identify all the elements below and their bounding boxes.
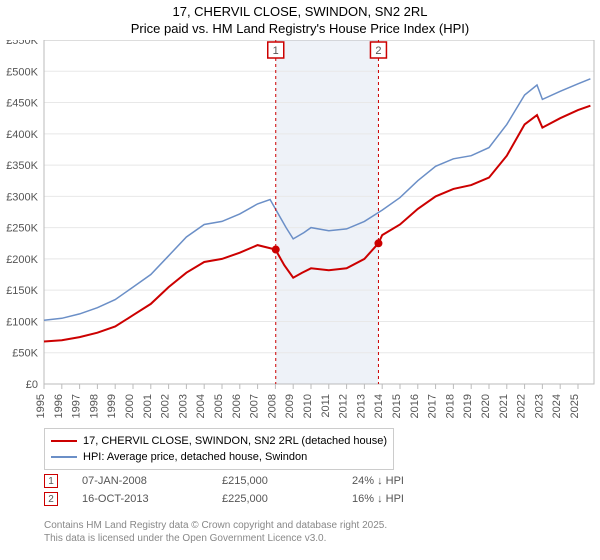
y-tick-label: £350K [6, 160, 38, 172]
attribution: Contains HM Land Registry data © Crown c… [44, 520, 387, 545]
chart-svg: £0 £50K £100K £150K £200K £250K £300K £350K £400… [0, 40, 600, 428]
shaded-band [276, 40, 379, 384]
sales-table: 1 07-JAN-2008£215,00024% ↓ HPI 2 16-OCT-201… [44, 472, 472, 508]
x-tick-label: 2001 [142, 394, 154, 418]
y-tick-label: £300K [6, 191, 38, 203]
x-tick-label: 2013 [355, 394, 367, 418]
x-tick-label: 2008 [266, 394, 278, 418]
sales-row-marker: 1 [44, 474, 58, 488]
x-tick-label: 2003 [177, 394, 189, 418]
x-tick-label: 2022 [516, 394, 528, 418]
legend: 17, CHERVIL CLOSE, SWINDON, SN2 2RL (det… [44, 428, 394, 470]
y-tick-label: £450K [6, 97, 38, 109]
x-tick-label: 2005 [213, 394, 225, 418]
x-tick-label: 2021 [498, 394, 510, 418]
x-tick-label: 2020 [480, 394, 492, 418]
x-tick-label: 2023 [533, 394, 545, 418]
chart-title-line1: 17, CHERVIL CLOSE, SWINDON, SN2 2RL [0, 4, 600, 21]
sales-row-date: 16-OCT-2013 [82, 493, 222, 505]
x-tick-label: 2017 [427, 394, 439, 418]
chart-container: 17, CHERVIL CLOSE, SWINDON, SN2 2RL Pric… [0, 0, 600, 560]
x-tick-label: 2009 [284, 394, 296, 418]
legend-label: HPI: Average price, detached house, Swin… [83, 451, 307, 463]
attribution-line1: Contains HM Land Registry data © Crown c… [44, 520, 387, 533]
x-tick-label: 2012 [338, 394, 350, 418]
y-tick-label: £200K [6, 254, 38, 266]
attribution-line2: This data is licensed under the Open Gov… [44, 533, 387, 546]
y-tick-label: £400K [6, 129, 38, 141]
y-tick-label: £0 [26, 379, 38, 391]
y-tick-label: £250K [6, 222, 38, 234]
x-tick-label: 2015 [391, 394, 403, 418]
legend-row: HPI: Average price, detached house, Swin… [51, 449, 387, 465]
x-tick-label: 1997 [71, 394, 83, 418]
x-tick-label: 1996 [53, 394, 65, 418]
sales-table-row: 2 16-OCT-2013£225,00016% ↓ HPI [44, 490, 472, 508]
y-tick-label: £150K [6, 285, 38, 297]
x-tick-label: 2024 [551, 394, 563, 418]
x-tick-label: 2014 [373, 394, 385, 418]
sale-marker-dot [272, 245, 280, 253]
sale-marker-number: 2 [375, 45, 381, 57]
legend-swatch [51, 440, 77, 442]
chart-title-line2: Price paid vs. HM Land Registry's House … [0, 21, 600, 38]
sales-table-row: 1 07-JAN-2008£215,00024% ↓ HPI [44, 472, 472, 490]
sales-row-delta: 24% ↓ HPI [352, 475, 472, 487]
sales-row-price: £215,000 [222, 475, 352, 487]
x-tick-label: 1998 [88, 394, 100, 418]
y-tick-label: £550K [6, 40, 38, 47]
x-tick-label: 2004 [195, 394, 207, 418]
y-tick-label: £50K [12, 348, 38, 360]
x-tick-label: 1999 [106, 394, 118, 418]
sales-row-price: £225,000 [222, 493, 352, 505]
x-tick-label: 2002 [160, 394, 172, 418]
legend-label: 17, CHERVIL CLOSE, SWINDON, SN2 2RL (det… [83, 435, 387, 447]
x-tick-label: 2007 [249, 394, 261, 418]
x-tick-label: 2016 [409, 394, 421, 418]
x-tick-label: 2019 [462, 394, 474, 418]
x-tick-label: 2018 [444, 394, 456, 418]
x-tick-label: 1995 [35, 394, 47, 418]
chart-title-block: 17, CHERVIL CLOSE, SWINDON, SN2 2RL Pric… [0, 0, 600, 40]
x-tick-label: 2006 [231, 394, 243, 418]
y-tick-label: £500K [6, 66, 38, 78]
x-tick-label: 2010 [302, 394, 314, 418]
sale-marker-number: 1 [273, 45, 279, 57]
sales-row-marker: 2 [44, 492, 58, 506]
x-tick-label: 2000 [124, 394, 136, 418]
x-tick-label: 2011 [320, 394, 332, 418]
legend-row: 17, CHERVIL CLOSE, SWINDON, SN2 2RL (det… [51, 433, 387, 449]
x-tick-label: 2025 [569, 394, 581, 418]
sales-row-date: 07-JAN-2008 [82, 475, 222, 487]
legend-swatch [51, 456, 77, 458]
y-tick-label: £100K [6, 316, 38, 328]
sales-row-delta: 16% ↓ HPI [352, 493, 472, 505]
sale-marker-dot [374, 239, 382, 247]
